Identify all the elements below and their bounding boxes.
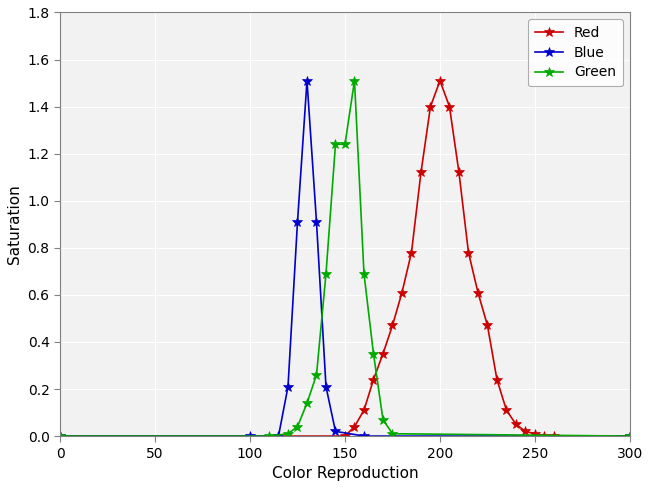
Red [360, 407, 368, 413]
Red [484, 323, 491, 328]
Green [56, 433, 64, 439]
Red [389, 323, 396, 328]
Blue [322, 384, 330, 389]
Green [379, 417, 387, 423]
Green [265, 433, 273, 439]
Red [56, 433, 64, 439]
Red [502, 407, 510, 413]
Red [417, 169, 425, 175]
Blue [284, 384, 292, 389]
Green [322, 271, 330, 277]
Red [436, 78, 444, 83]
Red [455, 169, 463, 175]
Green [350, 78, 358, 83]
Blue [294, 219, 302, 225]
Blue [313, 219, 320, 225]
Green [313, 372, 320, 378]
Green [332, 142, 339, 147]
Red [341, 433, 349, 439]
Blue [303, 78, 311, 83]
Line: Red: Red [55, 76, 635, 441]
Blue [274, 433, 282, 439]
Blue [360, 433, 368, 439]
Red [350, 424, 358, 429]
Red [398, 289, 406, 295]
Green [303, 400, 311, 406]
Green [389, 431, 396, 437]
Red [465, 249, 473, 255]
Red [541, 433, 549, 439]
Blue [626, 433, 634, 439]
X-axis label: Color Reproduction: Color Reproduction [272, 466, 419, 481]
Blue [246, 433, 254, 439]
Blue [332, 428, 339, 434]
Y-axis label: Saturation: Saturation [7, 184, 22, 264]
Green [626, 433, 634, 439]
Green [341, 142, 349, 147]
Line: Blue: Blue [55, 76, 635, 441]
Line: Green: Green [55, 76, 635, 441]
Red [379, 351, 387, 357]
Red [426, 103, 434, 109]
Green [294, 424, 302, 429]
Red [521, 428, 529, 434]
Red [408, 249, 415, 255]
Red [493, 377, 501, 383]
Red [531, 431, 539, 437]
Red [474, 289, 482, 295]
Green [284, 431, 292, 437]
Green [360, 271, 368, 277]
Red [626, 433, 634, 439]
Blue [56, 433, 64, 439]
Red [550, 433, 558, 439]
Red [512, 421, 520, 427]
Red [445, 103, 453, 109]
Legend: Red, Blue, Green: Red, Blue, Green [528, 20, 623, 86]
Red [370, 377, 378, 383]
Green [370, 351, 378, 357]
